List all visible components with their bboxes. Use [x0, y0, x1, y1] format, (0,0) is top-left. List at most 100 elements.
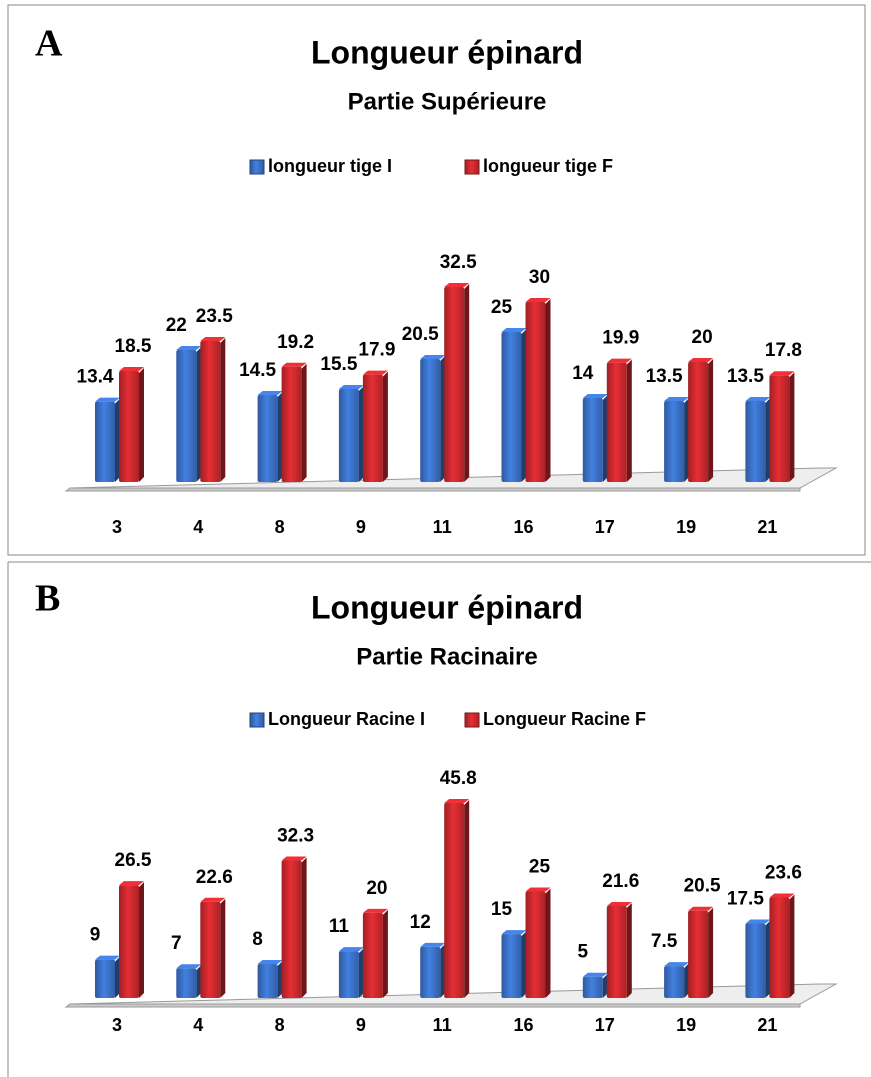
bar — [501, 332, 522, 482]
bar — [119, 371, 139, 482]
bar-top — [176, 964, 202, 969]
legend-swatch — [249, 712, 265, 728]
x-tick-label: 17 — [595, 517, 615, 537]
value-label: 5 — [578, 942, 589, 963]
chart-subtitle: Partie Racinaire — [356, 643, 537, 670]
bar-top — [745, 919, 771, 924]
value-label: 20.5 — [402, 324, 439, 345]
bar-side — [301, 363, 307, 482]
bar-top — [444, 799, 470, 803]
bar-side — [708, 907, 714, 998]
value-label: 22 — [166, 315, 187, 336]
value-label: 23.5 — [196, 306, 233, 327]
bar-side — [440, 356, 446, 482]
bar — [606, 906, 627, 998]
bar-top — [525, 298, 551, 302]
bar — [281, 860, 302, 998]
value-label: 12 — [410, 912, 431, 933]
x-tick-label: 3 — [112, 517, 122, 537]
bar-side — [115, 956, 120, 998]
bar-side — [545, 299, 551, 482]
bar-top — [525, 887, 551, 892]
value-label: 20 — [366, 878, 387, 899]
bar-top — [664, 962, 690, 967]
value-label: 7.5 — [651, 931, 678, 952]
legend-label: longueur tige F — [483, 156, 613, 176]
bar — [664, 401, 685, 482]
x-tick-label: 19 — [676, 517, 696, 537]
bar — [257, 395, 278, 482]
bar — [525, 891, 546, 998]
bar-top — [338, 385, 364, 389]
bar-side — [139, 368, 144, 482]
bar-side — [440, 943, 446, 998]
bar-side — [684, 398, 690, 482]
bar — [769, 375, 790, 482]
bar — [769, 897, 790, 998]
bar-top — [582, 972, 608, 977]
bar-top — [257, 959, 283, 964]
value-label: 18.5 — [115, 336, 152, 357]
bar-top — [688, 358, 714, 362]
bar — [444, 803, 465, 998]
bar-top — [769, 371, 795, 376]
legend-label: Longueur Racine F — [483, 709, 646, 729]
bar-side — [277, 960, 283, 998]
bar-side — [626, 903, 632, 998]
value-label: 13.4 — [77, 367, 114, 388]
x-tick-label: 11 — [433, 517, 452, 537]
bar-side — [301, 857, 307, 998]
bar-side — [196, 347, 202, 482]
value-label: 22.6 — [196, 867, 233, 888]
chart-title: Longueur épinard — [311, 589, 583, 625]
bar-top — [95, 397, 120, 402]
bar — [95, 959, 115, 998]
bar-top — [362, 370, 388, 375]
bar-side — [220, 338, 226, 482]
floor-edge — [64, 487, 801, 492]
bar — [444, 287, 465, 482]
value-label: 14 — [572, 363, 594, 384]
bar — [362, 374, 383, 482]
bar-side — [708, 359, 714, 482]
x-tick-label: 9 — [356, 1015, 366, 1035]
bar-side — [789, 372, 795, 482]
value-label: 25 — [491, 297, 513, 318]
value-label: 26.5 — [115, 850, 152, 871]
x-tick-label: 21 — [757, 517, 777, 537]
bar — [257, 963, 278, 998]
bar-top — [501, 328, 527, 332]
bar-top — [688, 906, 714, 911]
value-label: 20.5 — [684, 876, 721, 897]
bar-side — [196, 965, 202, 998]
bar-side — [115, 398, 120, 482]
frame — [7, 4, 866, 556]
value-label: 17.9 — [358, 340, 395, 361]
bar — [420, 359, 441, 482]
value-label: 30 — [529, 267, 550, 288]
x-tick-label: 16 — [513, 517, 533, 537]
bar — [525, 302, 546, 482]
bar-top — [119, 367, 144, 371]
bar — [200, 901, 221, 998]
value-label: 32.3 — [277, 825, 314, 846]
bar-top — [200, 337, 226, 341]
bar-top — [200, 897, 226, 902]
bar — [582, 398, 603, 482]
bar — [745, 923, 766, 998]
legend-label: Longueur Racine I — [268, 709, 425, 729]
legend-swatch — [464, 159, 480, 175]
bar-top — [257, 391, 283, 395]
bar — [338, 951, 359, 998]
bar — [688, 910, 709, 998]
bar-top — [769, 893, 795, 898]
x-tick-label: 4 — [193, 517, 203, 537]
value-label: 11 — [329, 916, 350, 937]
value-label: 13.5 — [646, 366, 683, 387]
bar-top — [338, 947, 364, 952]
legend-swatch — [249, 159, 265, 175]
bar-top — [444, 283, 470, 287]
value-label: 7 — [171, 933, 182, 954]
bar-side — [545, 888, 551, 998]
